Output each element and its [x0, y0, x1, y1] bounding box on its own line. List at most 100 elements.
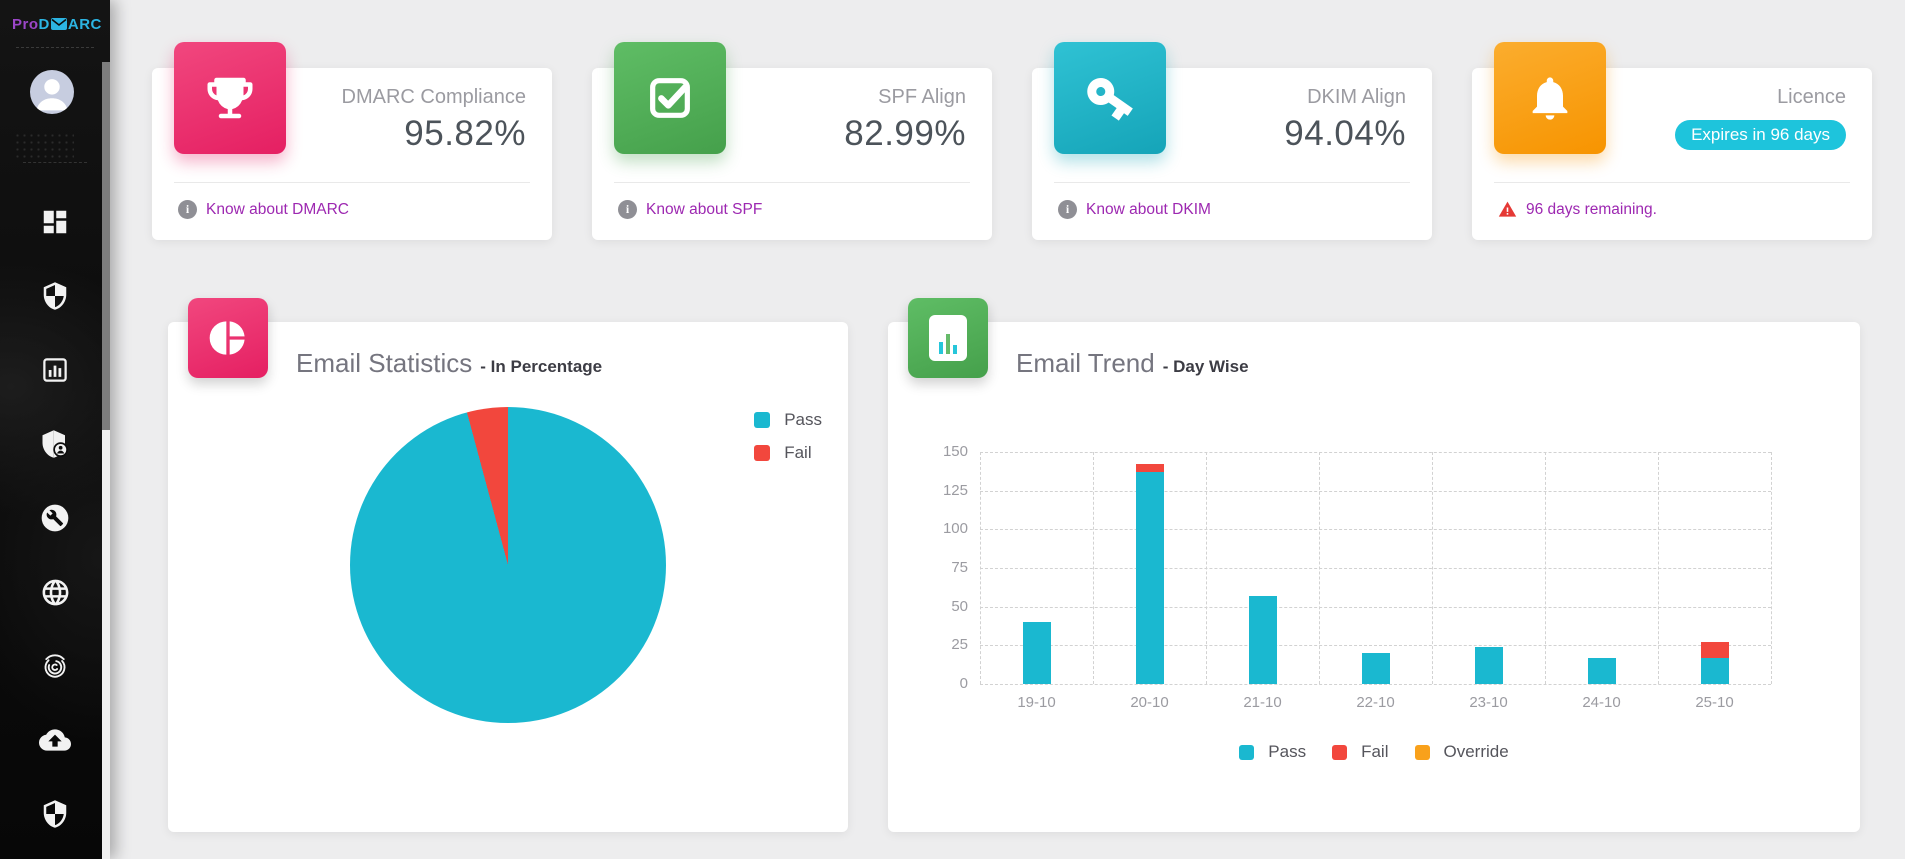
footer-label: Know about DMARC — [206, 200, 350, 218]
sidebar-dot-pattern — [14, 132, 74, 158]
sidebar: ProD ARC — [0, 0, 110, 859]
legend-label: Pass — [784, 410, 822, 429]
divider — [1054, 182, 1410, 183]
chart-subtitle: - In Percentage — [480, 357, 603, 376]
dkim-tile — [1054, 42, 1166, 154]
checkbox-icon — [650, 78, 690, 118]
report-chart-icon — [43, 358, 67, 382]
trophy-icon — [207, 77, 253, 119]
footer-label: 96 days remaining. — [1526, 200, 1657, 218]
sidebar-item-upload[interactable] — [0, 703, 110, 777]
dmarc-tile — [174, 42, 286, 154]
email-statistics-card: Email Statistics - In Percentage Pass Fai… — [168, 298, 848, 832]
know-about-spf-link[interactable]: i Know about SPF — [618, 200, 762, 219]
gridline-v — [1206, 452, 1207, 684]
legend-item-pass[interactable]: Pass — [1239, 742, 1306, 762]
know-about-dkim-link[interactable]: i Know about DKIM — [1058, 200, 1211, 219]
know-about-dmarc-link[interactable]: i Know about DMARC — [178, 200, 349, 219]
info-icon: i — [178, 200, 197, 219]
pie-chart-icon — [209, 321, 245, 355]
licence-expiry-badge: Expires in 96 days — [1675, 120, 1846, 150]
gridline-v — [1545, 452, 1546, 684]
stat-title: SPF Align — [878, 86, 966, 108]
legend-item-override[interactable]: Override — [1414, 742, 1509, 762]
y-axis-tick-label: 150 — [942, 443, 968, 460]
fingerprint-icon — [44, 654, 66, 678]
legend-swatch — [754, 412, 771, 428]
gridline-v — [1319, 452, 1320, 684]
footer-label: Know about SPF — [646, 200, 763, 218]
sidebar-divider — [16, 47, 94, 48]
chart-title: Email Statistics — [296, 348, 473, 378]
gridline-h — [980, 490, 1771, 492]
pass-fail-pie-chart — [350, 407, 666, 723]
stat-value: 94.04% — [1284, 114, 1406, 153]
y-axis-tick-label: 25 — [951, 636, 968, 654]
legend-label: Pass — [1268, 742, 1307, 761]
chart-title: Email Trend — [1016, 348, 1155, 378]
bell-icon — [1532, 77, 1568, 120]
bar-19-10-pass — [1022, 622, 1051, 684]
logo-text-arc: ARC — [67, 16, 102, 33]
gridline-v — [980, 452, 981, 684]
card-licence: Licence Expires in 96 days 96 days remai… — [1472, 42, 1872, 240]
gridline-h — [980, 568, 1771, 569]
legend-swatch — [1332, 744, 1348, 760]
licence-remaining-note: 96 days remaining. — [1498, 200, 1657, 219]
stat-value: 95.82% — [404, 114, 526, 153]
app-logo[interactable]: ProD ARC — [0, 0, 110, 33]
card-dmarc-compliance: DMARC Compliance 95.82% i Know about DMA… — [152, 42, 552, 240]
sidebar-item-forensics[interactable] — [0, 629, 110, 703]
legend-label: Override — [1443, 742, 1509, 761]
x-axis-tick-label: 21-10 — [1243, 694, 1282, 711]
email-trend-header: Email Trend - Day Wise — [1016, 348, 1249, 379]
envelope-icon — [50, 18, 67, 30]
sidebar-item-dashboard[interactable] — [0, 185, 110, 259]
sidebar-scrollbar[interactable] — [102, 62, 110, 859]
bar-25-10-fail — [1700, 642, 1729, 658]
legend-item-pass[interactable]: Pass — [754, 410, 822, 430]
y-axis-tick-label: 125 — [942, 481, 968, 499]
info-icon: i — [618, 200, 637, 219]
gridline-v — [1093, 452, 1094, 684]
y-axis-tick-label: 50 — [951, 597, 968, 615]
key-icon — [1087, 78, 1133, 121]
stat-title: Licence — [1777, 86, 1846, 108]
shield-icon — [43, 282, 67, 310]
warning-icon — [1498, 201, 1517, 217]
shield-user-icon — [42, 430, 68, 458]
y-axis-tick-label: 100 — [942, 520, 968, 538]
gridline-h — [980, 645, 1771, 647]
pie-legend: Pass Fail — [754, 410, 822, 463]
sidebar-item-protection[interactable] — [0, 777, 110, 851]
sidebar-item-tools[interactable] — [0, 481, 110, 555]
sidebar-item-security[interactable] — [0, 259, 110, 333]
gridline-h — [980, 684, 1771, 685]
y-axis-tick-label: 0 — [959, 675, 968, 692]
x-axis-tick-label: 23-10 — [1469, 694, 1508, 711]
sidebar-item-domains[interactable] — [0, 555, 110, 629]
logo-text-d: D — [38, 16, 50, 33]
y-axis-tick-label: 75 — [951, 559, 968, 576]
legend-item-fail[interactable]: Fail — [1332, 742, 1389, 762]
divider — [614, 182, 970, 183]
divider — [174, 182, 530, 183]
chart-subtitle: - Day Wise — [1162, 357, 1249, 376]
email-statistics-header: Email Statistics - In Percentage — [296, 348, 602, 379]
x-axis-tick-label: 24-10 — [1582, 694, 1621, 711]
sidebar-item-user-security[interactable] — [0, 407, 110, 481]
legend-label: Fail — [784, 443, 812, 462]
user-silhouette-icon — [36, 79, 68, 111]
gridline-h — [980, 606, 1771, 608]
x-axis-tick-label: 19-10 — [1017, 694, 1056, 711]
licence-tile — [1494, 42, 1606, 154]
bar-chart-icon — [929, 315, 967, 361]
legend-item-fail[interactable]: Fail — [754, 443, 822, 463]
stat-value: 82.99% — [844, 114, 966, 153]
card-spf-align: SPF Align 82.99% i Know about SPF — [592, 42, 992, 240]
sidebar-item-reports[interactable] — [0, 333, 110, 407]
x-axis-tick-label: 22-10 — [1356, 694, 1395, 711]
sidebar-scrollbar-thumb[interactable] — [102, 62, 110, 430]
wrench-icon — [41, 504, 69, 532]
avatar[interactable] — [30, 70, 74, 114]
